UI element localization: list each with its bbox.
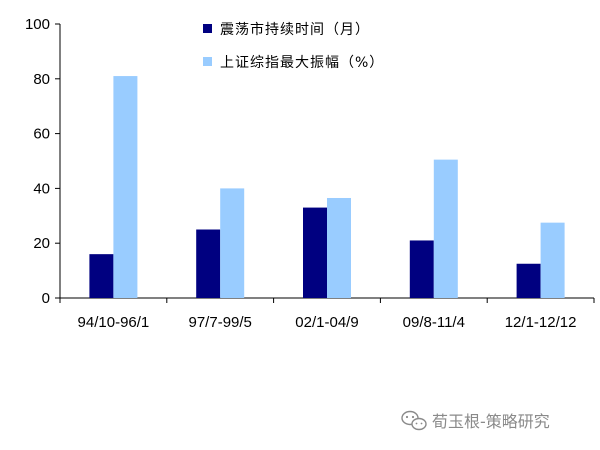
bar-series-2 — [327, 197, 351, 298]
x-tick-label: 97/7-99/5 — [189, 314, 252, 331]
watermark: 荀玉根-策略研究 — [401, 410, 550, 431]
bar-series-1 — [303, 207, 327, 298]
bar-series-1 — [89, 254, 114, 298]
bar-series-1 — [516, 263, 541, 298]
bars — [89, 76, 565, 298]
legend: 震荡市持续时间（月） 上证综指最大振幅（%） — [203, 21, 384, 71]
x-axis: 94/10-96/1 97/7-99/5 02/1-04/9 09/8-11/4 12/… — [59, 297, 595, 331]
bar-series-1 — [409, 240, 434, 298]
watermark-text: 荀玉根-策略研究 — [432, 412, 550, 431]
x-tick-label: 02/1-04/9 — [295, 314, 358, 331]
x-tick-label: 94/10-96/1 — [78, 314, 150, 331]
legend-label-series-2: 上证综指最大振幅（%） — [220, 55, 384, 71]
y-tick-label: 60 — [33, 126, 50, 143]
legend-label-series-1: 震荡市持续时间（月） — [220, 21, 370, 38]
bar-series-2 — [540, 222, 565, 298]
bar-series-2 — [433, 159, 458, 298]
y-tick-label: 80 — [33, 71, 50, 88]
bar-series-2 — [113, 76, 138, 298]
bar-series-2 — [220, 188, 245, 298]
y-axis: 0 20 40 60 80 100 — [25, 16, 61, 307]
bar-series-1 — [196, 229, 221, 298]
legend-swatch-series-2 — [203, 57, 212, 66]
legend-swatch-series-1 — [203, 24, 212, 33]
y-tick-label: 100 — [25, 16, 50, 33]
y-tick-label: 0 — [42, 290, 50, 307]
x-tick-label: 12/1-12/12 — [505, 314, 577, 331]
x-tick-label: 09/8-11/4 — [403, 314, 465, 331]
wechat-icon — [401, 410, 427, 431]
y-tick-label: 40 — [33, 180, 50, 197]
y-tick-label: 20 — [33, 235, 50, 252]
